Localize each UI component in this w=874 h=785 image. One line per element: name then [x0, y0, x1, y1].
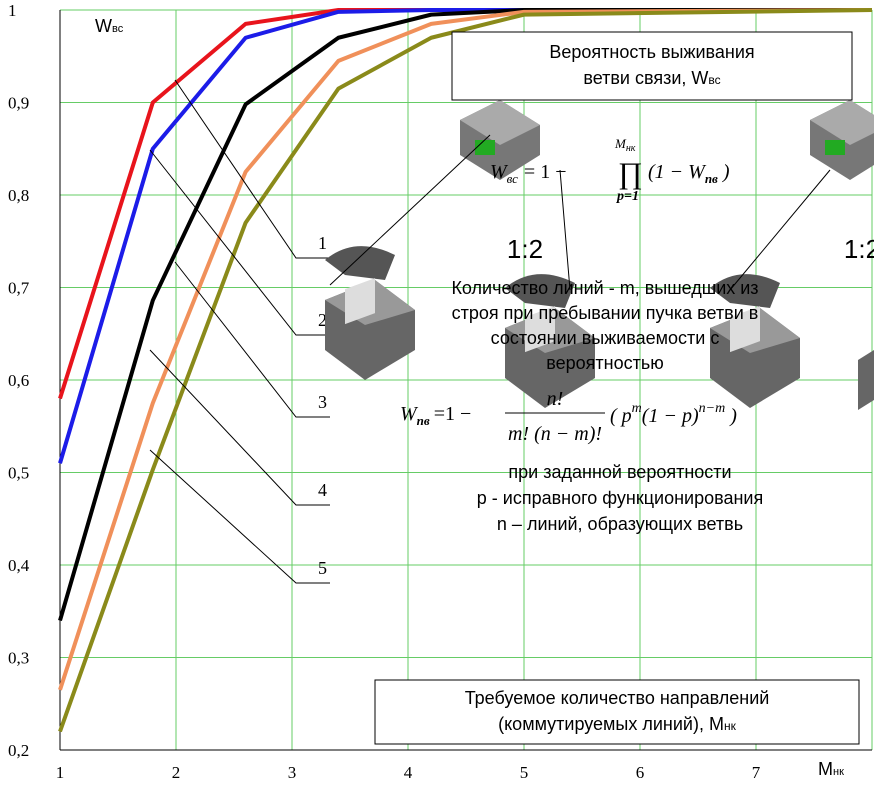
formula-text: = 1 − — [524, 161, 567, 183]
middle-line: Количество линий - m, вышедших из — [451, 278, 758, 298]
box-top-line: ветви связи, Wвс — [583, 68, 720, 88]
condition-line: при заданной вероятности — [508, 462, 731, 482]
leader-line — [174, 261, 330, 418]
formula-text: ( pm(1 − p)n−m ) — [610, 401, 737, 427]
formula1: Wвс = 1 − ∏ Mнк p=1 (1 − Wпв ) — [490, 136, 730, 204]
y-tick-label: 0,5 — [8, 464, 29, 483]
condition-line: p - исправного функционирования — [477, 488, 763, 508]
formula-text: p=1 — [616, 189, 639, 204]
legend-label: 2 — [318, 310, 327, 330]
y-tick-label: 1 — [8, 1, 17, 20]
formula-text: W — [490, 161, 509, 183]
subscript: нк — [724, 719, 737, 733]
formula-text: ) — [725, 405, 737, 427]
formula-text: ∏ — [618, 157, 643, 190]
y-tick-label: 0,9 — [8, 94, 29, 113]
middle-text: Количество линий - m, вышедших из строя … — [451, 278, 758, 373]
legend-label: 3 — [318, 392, 327, 412]
x-tick-label: 5 — [520, 763, 529, 782]
formula-text: W — [400, 403, 419, 425]
y-tick-label: 0,4 — [8, 556, 30, 575]
x-tick-label: 4 — [404, 763, 413, 782]
formula-text: Mнк — [614, 136, 636, 154]
x-tick-label: 7 — [752, 763, 761, 782]
box-top-line: ветви связи, W — [583, 68, 708, 88]
legend-label: 1 — [318, 233, 327, 253]
x-tick-label: 3 — [288, 763, 297, 782]
y-tick-label: 0,6 — [8, 371, 29, 390]
formula-text: Wвс = 1 − — [490, 161, 566, 186]
formula-text: m — [632, 401, 642, 416]
box-bottom — [374, 679, 860, 745]
formula-text: вс — [507, 171, 518, 186]
formula-text: n! — [547, 388, 564, 410]
ratio-label: 1:2 — [844, 234, 874, 264]
box-bottom-line: (коммутируемых линий), Mнк — [498, 714, 737, 734]
condition-text: при заданной вероятности p - исправного … — [477, 462, 763, 534]
middle-line: состоянии выживаемости с — [491, 328, 720, 348]
leader-line — [174, 79, 330, 259]
formula-text: ) — [718, 161, 730, 183]
formula-text: Wпв =1 − — [400, 403, 471, 428]
formula2: Wпв =1 − n! m! (n − m)! ( pm(1 − p)n−m ) — [400, 388, 737, 445]
middle-line: строя при пребывании пучка ветви в — [452, 303, 759, 323]
series-line — [58, 8, 873, 691]
legend-label: 5 — [318, 558, 327, 578]
y-axis-label: W — [95, 16, 112, 36]
subscript: вс — [112, 23, 124, 35]
x-axis-label: M — [818, 759, 833, 779]
box-top-line: Вероятность выживания — [549, 42, 754, 62]
y-tick-label: 0,2 — [8, 741, 29, 760]
x-tick-label: 2 — [172, 763, 181, 782]
series-line — [58, 8, 873, 733]
formula-text: (1 − W — [648, 161, 707, 183]
subscript: нк — [833, 766, 844, 778]
formula-text: m! (n − m)! — [508, 423, 602, 445]
formula-text: нк — [626, 143, 636, 154]
formula-text: пв — [705, 171, 718, 186]
box-bottom-line: (коммутируемых линий), M — [498, 714, 724, 734]
formula-text: (1 − Wпв ) — [648, 161, 730, 186]
formula-text: ( p — [610, 405, 632, 427]
icons — [325, 100, 874, 410]
leader-line — [149, 149, 330, 336]
y-tick-label: 0,7 — [8, 279, 30, 298]
y-tick-label: 0,8 — [8, 186, 29, 205]
box-top — [451, 31, 853, 101]
condition-line: n – линий, образующих ветвь — [497, 514, 743, 534]
x-axis-label: Mнк — [818, 759, 844, 779]
formula-text: M — [614, 136, 627, 151]
formula-text: n−m — [699, 401, 726, 416]
box-bottom-line: Требуемое количество направлений — [465, 688, 770, 708]
y-tick-label: 0,3 — [8, 649, 29, 668]
legend-label: 4 — [318, 480, 327, 500]
formula-text: (1 − p) — [642, 405, 699, 427]
ratio-label: 1:2 — [507, 234, 543, 264]
formula-text: пв — [417, 413, 430, 428]
leader-line — [149, 349, 330, 506]
subscript: вс — [708, 73, 720, 87]
x-tick-label: 6 — [636, 763, 645, 782]
formula-text: =1 − — [434, 403, 472, 425]
y-axis-label: Wвс — [95, 16, 124, 36]
x-tick-label: 1 — [56, 763, 65, 782]
middle-line: вероятностью — [546, 353, 663, 373]
leader-line — [149, 449, 330, 584]
